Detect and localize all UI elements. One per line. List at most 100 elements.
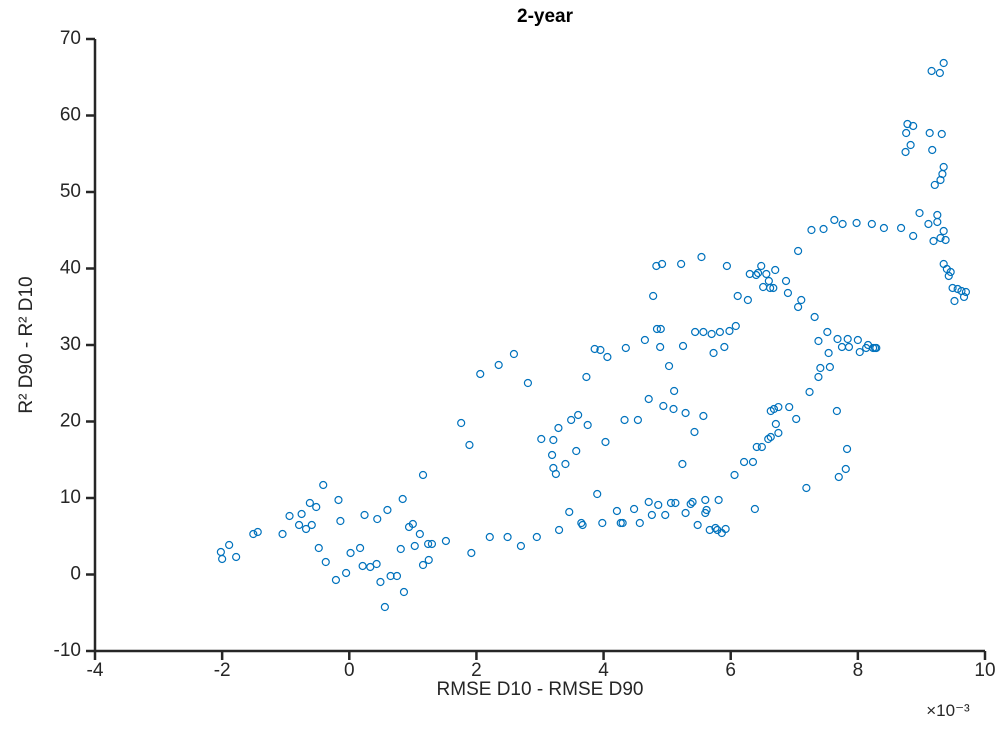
scatter-point — [659, 401, 668, 411]
scatter-point — [621, 343, 630, 353]
scatter-point — [939, 259, 948, 269]
y-tick-label: 70 — [60, 28, 81, 49]
scatter-point — [707, 329, 716, 339]
scatter-point — [948, 283, 957, 293]
scatter-point — [633, 415, 643, 425]
x-tick-label: -2 — [214, 660, 231, 681]
scatter-point — [852, 218, 861, 228]
scatter-point — [842, 444, 852, 454]
scatter-point — [774, 402, 783, 412]
scatter-point — [961, 287, 971, 297]
scatter-point — [759, 282, 768, 292]
scatter-point — [769, 404, 779, 414]
scatter-point — [819, 224, 828, 234]
scatter-point — [232, 552, 241, 562]
scatter-point — [467, 548, 476, 558]
scatter-point — [853, 335, 862, 345]
y-tick-label: 50 — [60, 181, 81, 202]
scatter-point — [925, 128, 934, 138]
y-tick-label: 10 — [60, 487, 81, 508]
scatter-point — [766, 283, 775, 293]
scatter-point — [457, 418, 466, 428]
scatter-point — [807, 225, 816, 235]
scatter-point — [722, 261, 732, 271]
scatter-point — [549, 435, 558, 445]
scatter-point — [572, 446, 581, 456]
scatter-point — [516, 541, 526, 551]
scatter-point — [709, 348, 718, 358]
scatter-point — [834, 472, 843, 482]
scatter-point — [578, 520, 587, 530]
scatter-point — [358, 561, 367, 571]
scatter-point — [725, 326, 734, 336]
scatter-point — [950, 296, 959, 306]
scatter-point — [824, 348, 833, 358]
scatter-point — [554, 525, 564, 535]
scatter-point — [593, 489, 602, 499]
scatter-point — [565, 507, 574, 517]
scatter-point — [640, 335, 649, 345]
x-tick-label: -4 — [87, 660, 104, 681]
scatter-point — [410, 541, 419, 551]
scatter-point — [730, 470, 739, 480]
scatter-point — [427, 539, 437, 549]
scatter-point — [844, 342, 854, 352]
scatter-point — [928, 145, 937, 155]
chart-title: 2-year — [517, 6, 574, 27]
scatter-point — [855, 347, 864, 357]
scatter-point — [334, 495, 343, 505]
scatter-point — [699, 411, 708, 421]
scatter-point — [915, 208, 924, 218]
scatter-point — [693, 520, 702, 530]
scatter-point — [399, 587, 409, 597]
scatter-point — [551, 469, 560, 479]
scatter-point — [294, 520, 304, 530]
scatter-point — [841, 464, 850, 474]
scatter-point — [598, 518, 607, 528]
scatter-point — [681, 408, 690, 418]
scatter-point — [305, 498, 314, 508]
x-tick-label: 10 — [974, 660, 995, 681]
scatter-point — [366, 562, 375, 572]
scatter-point — [699, 327, 708, 337]
scatter-point — [938, 169, 947, 179]
scatter-point — [833, 334, 842, 344]
scatter-point — [418, 560, 428, 570]
scatter-point — [577, 518, 586, 528]
scatter-point — [297, 509, 306, 519]
scatter-point — [666, 498, 676, 508]
scatter-point — [644, 394, 653, 404]
scatter-point — [678, 341, 688, 351]
scatter-point — [935, 68, 944, 78]
scatter-point — [547, 450, 557, 460]
scatter-point — [797, 295, 806, 305]
scatter-point — [342, 568, 351, 578]
x-tick-label: 8 — [853, 660, 864, 681]
scatter-point — [649, 291, 658, 301]
scatter-point — [805, 387, 814, 397]
scatter-point — [939, 226, 948, 236]
scatter-point — [705, 525, 714, 535]
scatter-point — [656, 342, 665, 352]
scatter-point — [939, 162, 948, 172]
scatter-point — [582, 372, 591, 382]
scatter-point — [764, 276, 773, 286]
y-tick-label: 0 — [70, 564, 81, 585]
scatter-point — [903, 119, 912, 129]
scatter-point — [902, 128, 911, 138]
scatter-point — [415, 529, 424, 539]
scatter-point — [757, 261, 766, 271]
scatter-point — [612, 506, 622, 516]
scatter-point — [671, 498, 680, 508]
scatter-point — [494, 360, 503, 370]
scatter-point — [715, 327, 725, 337]
scatter-point — [810, 312, 819, 322]
scatter-point — [532, 532, 541, 542]
scatter-point — [301, 524, 311, 534]
scatter-point — [944, 271, 953, 281]
scatter-point — [485, 532, 494, 542]
scatter-point — [396, 544, 405, 554]
scatter-point — [424, 539, 433, 549]
scatter-point — [657, 259, 667, 269]
scatter-point — [314, 543, 323, 553]
